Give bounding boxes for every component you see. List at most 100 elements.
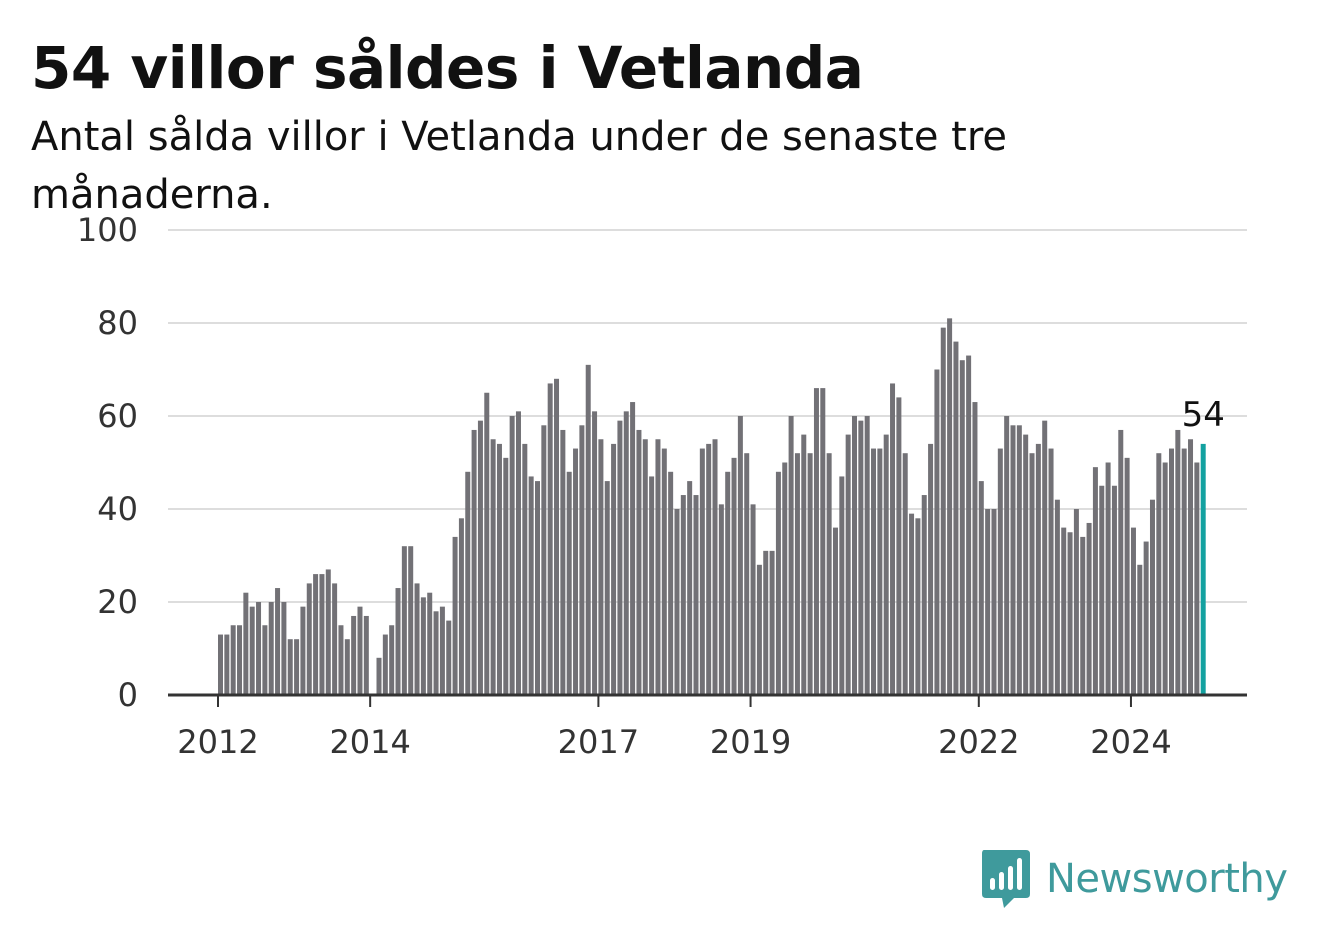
x-tick-label: 2014 — [329, 723, 410, 761]
brand-logo: Newsworthy — [980, 848, 1288, 910]
bar — [1054, 499, 1060, 695]
y-tick-label: 0 — [118, 676, 138, 714]
bar — [1099, 485, 1105, 695]
bar — [1124, 457, 1130, 695]
bar — [528, 476, 534, 695]
bar — [611, 443, 617, 695]
bar — [313, 574, 319, 695]
bar — [452, 536, 458, 695]
bar — [807, 453, 813, 695]
bar — [649, 476, 655, 695]
bar — [744, 453, 750, 695]
y-tick-label: 100 — [77, 211, 138, 249]
bar — [338, 625, 344, 695]
bar — [1118, 429, 1124, 695]
bar — [306, 583, 312, 695]
bar — [541, 425, 547, 695]
bar — [509, 416, 515, 695]
bar — [414, 583, 420, 695]
bar — [560, 429, 566, 695]
bar — [769, 550, 775, 695]
bar — [864, 416, 870, 695]
bar — [623, 411, 629, 695]
bar — [871, 448, 877, 695]
bar — [1188, 439, 1194, 695]
bar — [1004, 416, 1010, 695]
bar — [706, 443, 712, 695]
bar — [1143, 541, 1149, 695]
x-tick-label: 2024 — [1090, 723, 1171, 761]
bar — [1175, 429, 1181, 695]
bar — [427, 592, 433, 695]
bar — [243, 592, 249, 695]
bar — [275, 588, 281, 695]
bar-highlight — [1200, 443, 1206, 695]
bar — [218, 634, 223, 695]
bar — [1092, 467, 1098, 695]
bar — [376, 657, 382, 695]
bar — [262, 625, 268, 695]
page-subtitle: Antal sålda villor i Vetlanda under de s… — [31, 114, 1008, 218]
bar — [668, 471, 674, 695]
bar — [680, 495, 686, 695]
bar — [496, 443, 502, 695]
bar — [972, 402, 978, 695]
bar — [794, 453, 800, 695]
bar — [1149, 499, 1155, 695]
bar — [642, 439, 648, 695]
bar — [877, 448, 883, 695]
bar — [725, 471, 731, 695]
bar — [585, 364, 591, 695]
bar — [598, 439, 604, 695]
bar — [477, 420, 483, 695]
bar — [737, 416, 743, 695]
bar — [763, 550, 769, 695]
bar — [801, 434, 807, 695]
bar — [788, 416, 794, 695]
bar — [959, 360, 965, 695]
bar — [782, 462, 788, 695]
bar — [592, 411, 598, 695]
bar — [832, 527, 838, 695]
bar — [1194, 462, 1200, 695]
bar — [921, 495, 927, 695]
bar — [287, 639, 293, 695]
bar — [1130, 527, 1136, 695]
bar — [883, 434, 889, 695]
y-tick-label: 20 — [97, 583, 138, 621]
bar — [357, 606, 363, 695]
bar — [1042, 420, 1048, 695]
bar — [1048, 448, 1054, 695]
bar — [775, 471, 781, 695]
bar — [1010, 425, 1016, 695]
bar — [484, 392, 490, 695]
bar — [256, 602, 262, 695]
bar — [319, 574, 325, 695]
bar — [902, 453, 908, 695]
bar — [915, 518, 921, 695]
bar — [1086, 522, 1092, 695]
bar — [522, 443, 528, 695]
bar — [224, 634, 230, 695]
bar — [458, 518, 464, 695]
bar — [1029, 453, 1035, 695]
bar — [566, 471, 572, 695]
bar — [985, 509, 991, 695]
bar — [490, 439, 496, 695]
bar — [845, 434, 851, 695]
bar — [1035, 443, 1041, 695]
bar — [947, 318, 953, 695]
x-tick-label: 2017 — [558, 723, 639, 761]
bar — [820, 388, 826, 695]
bar — [1016, 425, 1022, 695]
bar — [389, 625, 395, 695]
bar — [604, 481, 610, 695]
bar — [1111, 485, 1117, 695]
bar — [1162, 462, 1168, 695]
bar — [1137, 564, 1143, 695]
page-title: 54 villor såldes i Vetlanda — [31, 34, 864, 102]
bar — [940, 327, 946, 695]
bar — [991, 509, 997, 695]
bar — [401, 546, 407, 695]
